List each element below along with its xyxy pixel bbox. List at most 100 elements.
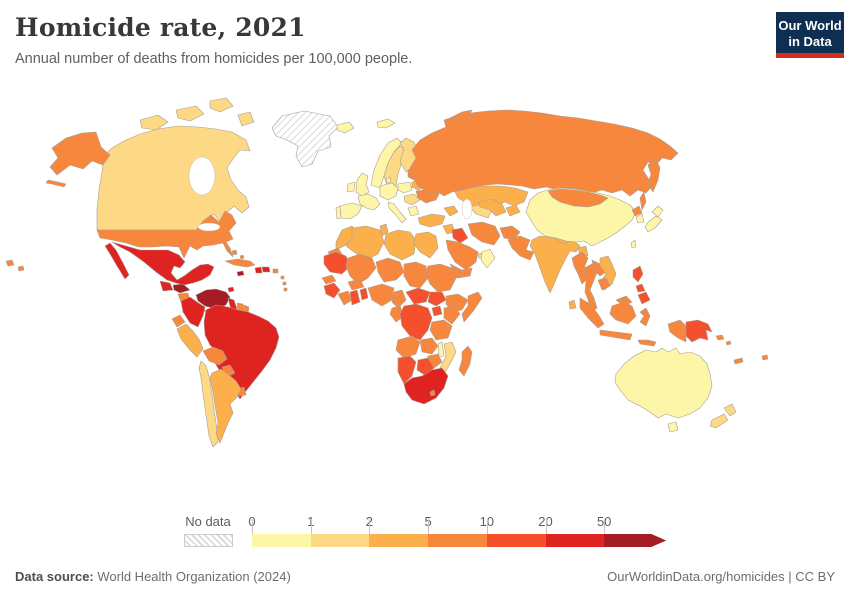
region-colombia[interactable] <box>180 296 206 328</box>
region-iran[interactable] <box>467 221 501 246</box>
region-senegal[interactable] <box>321 274 337 285</box>
region-togo-benin[interactable] <box>359 287 369 301</box>
region-sulawesi[interactable] <box>639 307 651 327</box>
region-kenya[interactable] <box>443 305 461 325</box>
region-somalia[interactable] <box>461 291 483 323</box>
region-germany[interactable] <box>379 182 399 201</box>
region-china[interactable] <box>525 187 637 247</box>
region-canada-arctic2[interactable] <box>175 105 205 122</box>
region-guyana[interactable] <box>227 297 238 311</box>
region-aleutians[interactable] <box>45 179 67 188</box>
region-hawaii[interactable] <box>5 259 25 272</box>
region-tanzania[interactable] <box>429 319 453 341</box>
legend-bin-50+[interactable] <box>604 534 667 547</box>
region-lesser-antilles[interactable] <box>280 275 288 292</box>
region-cuba[interactable] <box>224 258 256 268</box>
region-mexico-baja[interactable] <box>104 242 130 280</box>
region-haiti[interactable] <box>254 266 263 274</box>
region-uganda[interactable] <box>431 305 443 317</box>
region-sudan[interactable] <box>425 263 457 293</box>
region-peru[interactable] <box>176 323 204 358</box>
region-canada-arctic3[interactable] <box>209 97 234 113</box>
region-west-papua[interactable] <box>667 319 687 343</box>
region-madagascar[interactable] <box>458 345 473 377</box>
legend-bin-10-20[interactable] <box>486 534 546 547</box>
region-chile[interactable] <box>198 360 219 448</box>
region-alaska[interactable] <box>49 131 111 176</box>
region-denmark[interactable] <box>385 176 392 184</box>
region-niger[interactable] <box>375 257 405 283</box>
attribution-link[interactable]: OurWorldinData.org/homicides | CC BY <box>607 569 835 584</box>
region-burkina-faso[interactable] <box>347 278 365 291</box>
region-svalbard[interactable] <box>376 118 396 129</box>
legend-bin-0-1[interactable] <box>252 534 312 547</box>
region-lesser-sunda[interactable] <box>637 339 657 347</box>
region-guatemala[interactable] <box>159 280 174 292</box>
region-mali[interactable] <box>345 253 377 285</box>
region-kyrgyzstan[interactable] <box>505 204 521 217</box>
region-trinidad-and-tobago[interactable] <box>227 286 235 293</box>
region-india[interactable] <box>529 235 581 294</box>
region-angola[interactable] <box>395 335 421 359</box>
region-iraq[interactable] <box>451 227 469 244</box>
region-malawi[interactable] <box>437 341 445 358</box>
region-new-zealand-south[interactable] <box>709 413 729 429</box>
region-tasmania[interactable] <box>667 421 679 433</box>
region-pakistan[interactable] <box>507 235 535 261</box>
region-algeria[interactable] <box>345 225 385 261</box>
region-egypt[interactable] <box>413 231 439 259</box>
region-united-states[interactable] <box>96 210 237 259</box>
region-turkey[interactable] <box>417 213 446 228</box>
region-borneo[interactable] <box>609 301 637 325</box>
region-nigeria[interactable] <box>367 283 395 307</box>
region-poland[interactable] <box>397 181 413 194</box>
region-solomon-islands[interactable] <box>715 334 732 346</box>
region-afghanistan[interactable] <box>499 225 521 241</box>
region-australia[interactable] <box>614 347 713 419</box>
region-lesotho[interactable] <box>429 389 436 397</box>
region-argentina[interactable] <box>209 368 242 444</box>
no-data-swatch[interactable] <box>184 534 233 547</box>
region-ecuador[interactable] <box>171 314 186 328</box>
region-italy[interactable] <box>387 201 407 224</box>
region-iceland[interactable] <box>336 121 355 134</box>
region-sakhalin[interactable] <box>639 191 647 211</box>
region-caucasus[interactable] <box>443 205 459 217</box>
region-greenland[interactable] <box>271 110 339 168</box>
region-romania-balkans[interactable] <box>403 193 421 206</box>
region-japan-honshu[interactable] <box>644 215 663 233</box>
region-bahamas[interactable] <box>231 249 245 260</box>
region-north-korea[interactable] <box>631 205 643 217</box>
region-south-africa[interactable] <box>403 367 449 405</box>
region-south-korea[interactable] <box>635 213 645 224</box>
region-oman[interactable] <box>480 248 496 269</box>
region-fiji[interactable] <box>761 354 769 361</box>
region-mongolia[interactable] <box>547 188 609 208</box>
region-java[interactable] <box>599 329 633 341</box>
region-ireland[interactable] <box>346 181 356 193</box>
region-cambodia[interactable] <box>597 277 611 291</box>
legend-bin-2-5[interactable] <box>369 534 429 547</box>
region-namibia[interactable] <box>397 355 417 385</box>
region-philippines-mindanao[interactable] <box>637 291 651 305</box>
region-sumatra[interactable] <box>579 297 605 329</box>
region-libya[interactable] <box>383 229 417 261</box>
region-philippines-luzon[interactable] <box>632 265 644 283</box>
region-mauritania[interactable] <box>323 251 351 275</box>
region-mexico[interactable] <box>111 241 215 286</box>
data-source[interactable]: Data source: World Health Organization (… <box>15 569 291 584</box>
region-canada-arctic1[interactable] <box>139 114 169 131</box>
region-chad[interactable] <box>403 261 429 289</box>
region-south-sudan[interactable] <box>427 291 447 307</box>
region-mozambique[interactable] <box>439 341 457 375</box>
region-ghana[interactable] <box>349 289 361 306</box>
region-philippines-visayas[interactable] <box>635 283 646 293</box>
region-saudi-arabia[interactable] <box>445 239 479 271</box>
region-central-african-republic[interactable] <box>405 287 431 305</box>
region-united-kingdom[interactable] <box>355 172 370 197</box>
legend-bin-5-10[interactable] <box>428 534 488 547</box>
region-kamchatka[interactable] <box>647 157 661 193</box>
region-greece[interactable] <box>407 205 420 217</box>
region-honduras[interactable] <box>172 283 191 294</box>
region-sri-lanka[interactable] <box>568 299 577 310</box>
